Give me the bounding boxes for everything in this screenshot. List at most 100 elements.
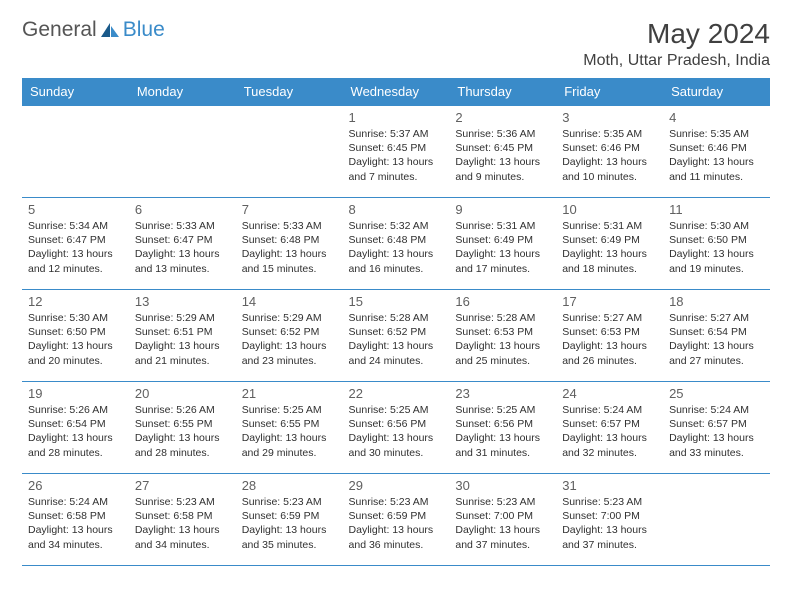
day-number: 9 [455,202,550,217]
day-info: Sunrise: 5:23 AMSunset: 6:58 PMDaylight:… [135,495,230,552]
calendar-day-cell [236,106,343,198]
day-info: Sunrise: 5:27 AMSunset: 6:53 PMDaylight:… [562,311,657,368]
day-number: 15 [349,294,444,309]
calendar-day-cell: 26Sunrise: 5:24 AMSunset: 6:58 PMDayligh… [22,474,129,566]
day-info: Sunrise: 5:26 AMSunset: 6:55 PMDaylight:… [135,403,230,460]
day-header: Saturday [663,78,770,106]
day-header: Thursday [449,78,556,106]
day-number: 21 [242,386,337,401]
day-header: Sunday [22,78,129,106]
day-info: Sunrise: 5:31 AMSunset: 6:49 PMDaylight:… [562,219,657,276]
calendar-day-cell [22,106,129,198]
calendar-body: 1 Sunrise: 5:37 AMSunset: 6:45 PMDaylight… [22,106,770,566]
calendar-day-cell: 20 Sunrise: 5:26 AMSunset: 6:55 PMDayligh… [129,382,236,474]
day-number: 16 [455,294,550,309]
calendar-day-cell: 11 Sunrise: 5:30 AMSunset: 6:50 PMDayligh… [663,198,770,290]
calendar-day-cell: 7Sunrise: 5:33 AMSunset: 6:48 PMDaylight… [236,198,343,290]
day-number: 5 [28,202,123,217]
calendar-header-row: SundayMondayTuesdayWednesdayThursdayFrid… [22,78,770,106]
day-info: Sunrise: 5:35 AMSunset: 6:46 PMDaylight:… [562,127,657,184]
day-number: 24 [562,386,657,401]
day-number: 10 [562,202,657,217]
calendar-week-row: 26Sunrise: 5:24 AMSunset: 6:58 PMDayligh… [22,474,770,566]
day-info: Sunrise: 5:30 AMSunset: 6:50 PMDaylight:… [28,311,123,368]
day-number: 22 [349,386,444,401]
day-info: Sunrise: 5:34 AMSunset: 6:47 PMDaylight:… [28,219,123,276]
day-number: 20 [135,386,230,401]
calendar-day-cell: 18 Sunrise: 5:27 AMSunset: 6:54 PMDayligh… [663,290,770,382]
calendar-week-row: 1 Sunrise: 5:37 AMSunset: 6:45 PMDaylight… [22,106,770,198]
day-info: Sunrise: 5:24 AMSunset: 6:57 PMDaylight:… [562,403,657,460]
calendar-day-cell: 30Sunrise: 5:23 AMSunset: 7:00 PMDayligh… [449,474,556,566]
calendar-day-cell: 2Sunrise: 5:36 AMSunset: 6:45 PMDaylight… [449,106,556,198]
day-header: Wednesday [343,78,450,106]
day-number: 14 [242,294,337,309]
day-info: Sunrise: 5:27 AMSunset: 6:54 PMDaylight:… [669,311,764,368]
calendar-day-cell: 23Sunrise: 5:25 AMSunset: 6:56 PMDayligh… [449,382,556,474]
day-number: 18 [669,294,764,309]
day-number: 3 [562,110,657,125]
day-info: Sunrise: 5:29 AMSunset: 6:52 PMDaylight:… [242,311,337,368]
calendar-table: SundayMondayTuesdayWednesdayThursdayFrid… [22,78,770,566]
day-number: 11 [669,202,764,217]
calendar-day-cell: 29 Sunrise: 5:23 AMSunset: 6:59 PMDayligh… [343,474,450,566]
calendar-day-cell [129,106,236,198]
calendar-day-cell: 3 Sunrise: 5:35 AMSunset: 6:46 PMDaylight… [556,106,663,198]
location: Moth, Uttar Pradesh, India [583,52,770,70]
day-info: Sunrise: 5:24 AMSunset: 6:57 PMDaylight:… [669,403,764,460]
calendar-day-cell: 28 Sunrise: 5:23 AMSunset: 6:59 PMDayligh… [236,474,343,566]
day-info: Sunrise: 5:23 AMSunset: 7:00 PMDaylight:… [562,495,657,552]
calendar-day-cell: 25 Sunrise: 5:24 AMSunset: 6:57 PMDayligh… [663,382,770,474]
calendar-day-cell: 12 Sunrise: 5:30 AMSunset: 6:50 PMDayligh… [22,290,129,382]
calendar-day-cell: 5 Sunrise: 5:34 AMSunset: 6:47 PMDaylight… [22,198,129,290]
day-info: Sunrise: 5:30 AMSunset: 6:50 PMDaylight:… [669,219,764,276]
logo-text-blue: Blue [123,18,165,42]
day-info: Sunrise: 5:37 AMSunset: 6:45 PMDaylight:… [349,127,444,184]
calendar-day-cell: 24 Sunrise: 5:24 AMSunset: 6:57 PMDayligh… [556,382,663,474]
day-number: 12 [28,294,123,309]
calendar-day-cell: 17 Sunrise: 5:27 AMSunset: 6:53 PMDayligh… [556,290,663,382]
day-info: Sunrise: 5:32 AMSunset: 6:48 PMDaylight:… [349,219,444,276]
calendar-day-cell: 9 Sunrise: 5:31 AMSunset: 6:49 PMDaylight… [449,198,556,290]
calendar-day-cell: 13 Sunrise: 5:29 AMSunset: 6:51 PMDayligh… [129,290,236,382]
calendar-week-row: 12 Sunrise: 5:30 AMSunset: 6:50 PMDayligh… [22,290,770,382]
day-number: 25 [669,386,764,401]
calendar-day-cell: 21 Sunrise: 5:25 AMSunset: 6:55 PMDayligh… [236,382,343,474]
day-number: 8 [349,202,444,217]
day-info: Sunrise: 5:25 AMSunset: 6:55 PMDaylight:… [242,403,337,460]
day-number: 29 [349,478,444,493]
calendar-day-cell: 16 Sunrise: 5:28 AMSunset: 6:53 PMDayligh… [449,290,556,382]
calendar-day-cell: 31 Sunrise: 5:23 AMSunset: 7:00 PMDayligh… [556,474,663,566]
logo-text-general: General [22,18,97,42]
day-info: Sunrise: 5:31 AMSunset: 6:49 PMDaylight:… [455,219,550,276]
day-info: Sunrise: 5:28 AMSunset: 6:53 PMDaylight:… [455,311,550,368]
day-number: 4 [669,110,764,125]
calendar-day-cell: 27 Sunrise: 5:23 AMSunset: 6:58 PMDayligh… [129,474,236,566]
day-info: Sunrise: 5:23 AMSunset: 6:59 PMDaylight:… [242,495,337,552]
calendar-day-cell [663,474,770,566]
day-info: Sunrise: 5:23 AMSunset: 6:59 PMDaylight:… [349,495,444,552]
calendar-day-cell: 6Sunrise: 5:33 AMSunset: 6:47 PMDaylight… [129,198,236,290]
calendar-day-cell: 22 Sunrise: 5:25 AMSunset: 6:56 PMDayligh… [343,382,450,474]
day-header: Monday [129,78,236,106]
day-number: 27 [135,478,230,493]
day-number: 28 [242,478,337,493]
day-number: 31 [562,478,657,493]
calendar-day-cell: 8 Sunrise: 5:32 AMSunset: 6:48 PMDaylight… [343,198,450,290]
logo-sail-icon [99,21,121,39]
calendar-week-row: 19 Sunrise: 5:26 AMSunset: 6:54 PMDayligh… [22,382,770,474]
day-number: 17 [562,294,657,309]
day-number: 1 [349,110,444,125]
day-header: Tuesday [236,78,343,106]
day-number: 13 [135,294,230,309]
day-info: Sunrise: 5:28 AMSunset: 6:52 PMDaylight:… [349,311,444,368]
day-info: Sunrise: 5:25 AMSunset: 6:56 PMDaylight:… [349,403,444,460]
header: General Blue May 2024 Moth, Uttar Prades… [22,18,770,70]
day-number: 19 [28,386,123,401]
day-header: Friday [556,78,663,106]
day-info: Sunrise: 5:29 AMSunset: 6:51 PMDaylight:… [135,311,230,368]
calendar-day-cell: 10 Sunrise: 5:31 AMSunset: 6:49 PMDayligh… [556,198,663,290]
day-info: Sunrise: 5:36 AMSunset: 6:45 PMDaylight:… [455,127,550,184]
calendar-day-cell: 4Sunrise: 5:35 AMSunset: 6:46 PMDaylight… [663,106,770,198]
day-info: Sunrise: 5:26 AMSunset: 6:54 PMDaylight:… [28,403,123,460]
